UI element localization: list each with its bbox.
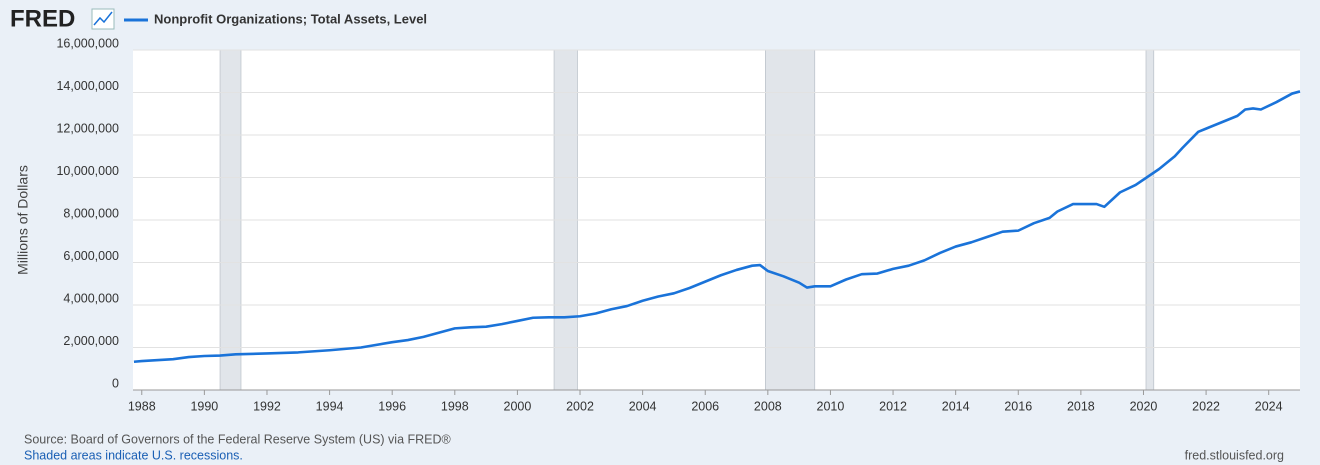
x-tick-label: 2006 <box>691 399 719 413</box>
x-tick-label: 2018 <box>1067 399 1095 413</box>
x-tick-label: 1994 <box>316 399 344 413</box>
y-tick-label: 0 <box>112 376 119 390</box>
source-text: Source: Board of Governors of the Federa… <box>24 432 452 446</box>
data-line <box>133 90 1301 364</box>
x-tick-label: 2010 <box>817 399 845 413</box>
x-tick-label: 1996 <box>378 399 406 413</box>
x-tick-label: 2020 <box>1130 399 1158 413</box>
logo-icon <box>91 8 115 30</box>
legend-label: Nonprofit Organizations; Total Assets, L… <box>154 11 427 26</box>
x-tick-label: 2014 <box>942 399 970 413</box>
x-tick-label: 1992 <box>253 399 281 413</box>
x-tick-label: 2024 <box>1255 399 1283 413</box>
logo-icon-line <box>93 11 113 26</box>
y-tick-label: 2,000,000 <box>63 334 119 348</box>
x-tick-label: 2022 <box>1192 399 1220 413</box>
y-tick-label: 14,000,000 <box>56 79 119 93</box>
x-tick-label: 1998 <box>441 399 469 413</box>
y-tick-label: 12,000,000 <box>56 121 119 135</box>
y-tick-label: 6,000,000 <box>63 249 119 263</box>
y-tick-label: 10,000,000 <box>56 164 119 178</box>
y-tick-label: 4,000,000 <box>63 291 119 305</box>
site-link: fred.stlouisfed.org <box>1185 448 1284 462</box>
x-tick-label: 2000 <box>504 399 532 413</box>
y-tick-label: 8,000,000 <box>63 206 119 220</box>
x-tick-label: 1990 <box>190 399 218 413</box>
recession-note: Shaded areas indicate U.S. recessions. <box>24 448 243 462</box>
x-tick-label: 1988 <box>128 399 156 413</box>
x-tick-label: 2008 <box>754 399 782 413</box>
x-tick-label: 2016 <box>1004 399 1032 413</box>
y-axis-label: Millions of Dollars <box>15 165 31 275</box>
x-tick-label: 2004 <box>629 399 657 413</box>
y-tick-label: 16,000,000 <box>56 36 119 50</box>
x-tick-label: 2002 <box>566 399 594 413</box>
x-tick-label: 2012 <box>879 399 907 413</box>
brand-logo: FRED <box>10 5 75 32</box>
